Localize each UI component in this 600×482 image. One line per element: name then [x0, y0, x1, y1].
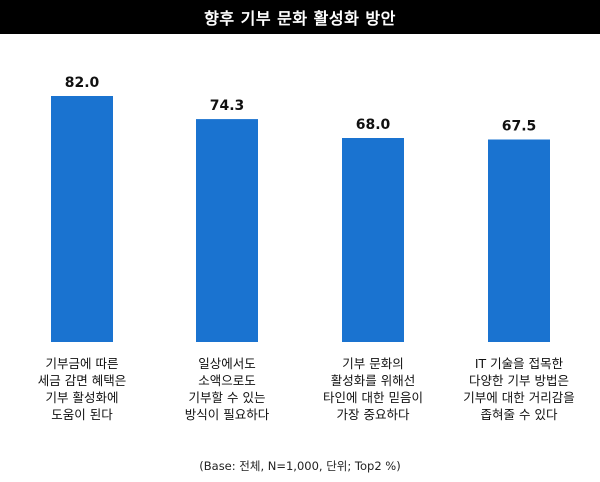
category-label-3-line-3: 타인에 대한 믿음이: [323, 390, 423, 405]
base-note: (Base: 전체, N=1,000, 단위; Top2 %): [199, 459, 401, 473]
category-label-4-line-4: 좁혀줄 수 있다: [481, 407, 558, 422]
value-label-3: 68.0: [356, 117, 391, 133]
value-label-1: 82.0: [65, 75, 100, 91]
category-label-3-line-2: 활성화를 위해선: [331, 373, 415, 388]
category-label-3-line-4: 가장 중요하다: [337, 407, 410, 422]
value-label-2: 74.3: [210, 98, 245, 114]
chart-title: 향후 기부 문화 활성화 방안: [0, 0, 600, 34]
bar-2: [196, 119, 258, 342]
category-label-3-line-1: 기부 문화의: [342, 356, 403, 371]
value-label-4: 67.5: [502, 119, 537, 135]
category-label-2-line-4: 방식이 필요하다: [185, 407, 270, 422]
category-label-2-line-3: 기부할 수 있는: [189, 390, 266, 405]
bar-4: [488, 139, 550, 342]
category-label-2-line-2: 소액으로도: [198, 373, 256, 388]
category-label-2-line-1: 일상에서도: [198, 356, 256, 371]
category-label-1-line-3: 기부 활성화에: [46, 390, 119, 405]
category-label-4-line-2: 다양한 기부 방법은: [469, 373, 569, 388]
category-label-4-line-1: IT 기술을 접목한: [475, 356, 564, 371]
category-label-1-line-2: 세금 감면 혜택은: [38, 373, 126, 388]
bar-1: [51, 96, 113, 342]
category-label-1-line-1: 기부금에 따른: [46, 356, 119, 371]
bar-3: [342, 138, 404, 342]
category-label-4-line-3: 기부에 대한 거리감을: [463, 390, 574, 405]
category-label-1-line-4: 도움이 된다: [51, 407, 113, 422]
